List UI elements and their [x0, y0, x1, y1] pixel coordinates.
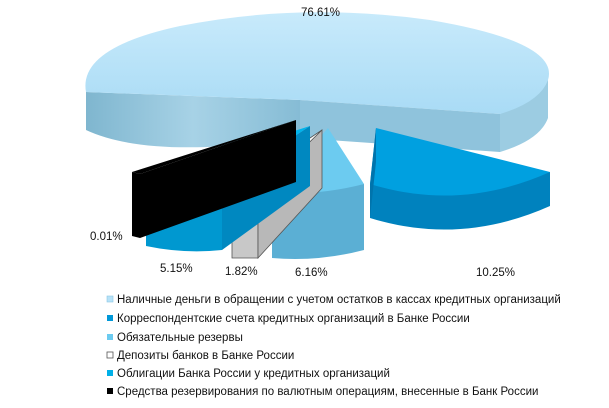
legend-item-cash: Наличные деньги в обращении с учетом ост…	[106, 294, 561, 306]
slice-fx-reserves-top	[132, 120, 296, 174]
legend-item-fx-reserves: Средства резервирования по валютным опер…	[107, 386, 538, 398]
slice-corr-accounts	[370, 128, 550, 230]
legend-label-fx-reserves: Средства резервирования по валютным опер…	[117, 386, 538, 398]
legend-swatch-deposits	[106, 351, 114, 359]
legend-swatch-corr-accounts	[107, 315, 113, 321]
legend-item-corr-accounts: Корреспондентские счета кредитных органи…	[107, 313, 470, 325]
slice-cash-top	[85, 12, 550, 115]
legend-item-deposits: Депозиты банков в Банке России	[106, 350, 294, 362]
slice-cash	[85, 12, 550, 152]
slice-fx-reserves-inner	[140, 120, 296, 238]
legend-label-cash: Наличные деньги в обращении с учетом ост…	[117, 294, 561, 306]
legend-label-bonds: Облигации Банка России у кредитных орган…	[117, 368, 390, 380]
slice-corr-accounts-inner	[370, 128, 376, 218]
slice-fx-reserves-side	[132, 172, 140, 238]
label-reserves: 6.16%	[295, 267, 328, 279]
legend-label-deposits: Депозиты банков в Банке России	[117, 350, 294, 362]
slice-cash-inner-side	[300, 100, 500, 152]
slice-corr-accounts-top	[370, 128, 550, 196]
legend-swatch-bonds	[107, 370, 113, 376]
label-deposits: 1.82%	[225, 266, 258, 278]
label-fx-reserves: 0.01%	[90, 231, 123, 243]
label-cash: 76.61%	[301, 7, 340, 19]
legend-swatch-reserves	[107, 334, 113, 340]
label-corr-accounts: 10.25%	[476, 267, 515, 279]
slice-cash-side-right	[500, 80, 548, 152]
legend-item-reserves: Обязательные резервы	[107, 332, 243, 344]
slice-fx-reserves	[132, 120, 296, 238]
label-bonds: 5.15%	[160, 263, 193, 275]
legend-swatch-fx-reserves	[107, 388, 113, 394]
slice-cash-side	[86, 92, 300, 148]
legend-label-reserves: Обязательные резервы	[117, 332, 243, 344]
legend-item-bonds: Облигации Банка России у кредитных орган…	[107, 368, 390, 380]
legend-swatch-cash	[106, 295, 114, 303]
legend-label-corr-accounts: Корреспондентские счета кредитных органи…	[117, 313, 470, 325]
legend: Наличные деньги в обращении с учетом ост…	[106, 294, 561, 398]
